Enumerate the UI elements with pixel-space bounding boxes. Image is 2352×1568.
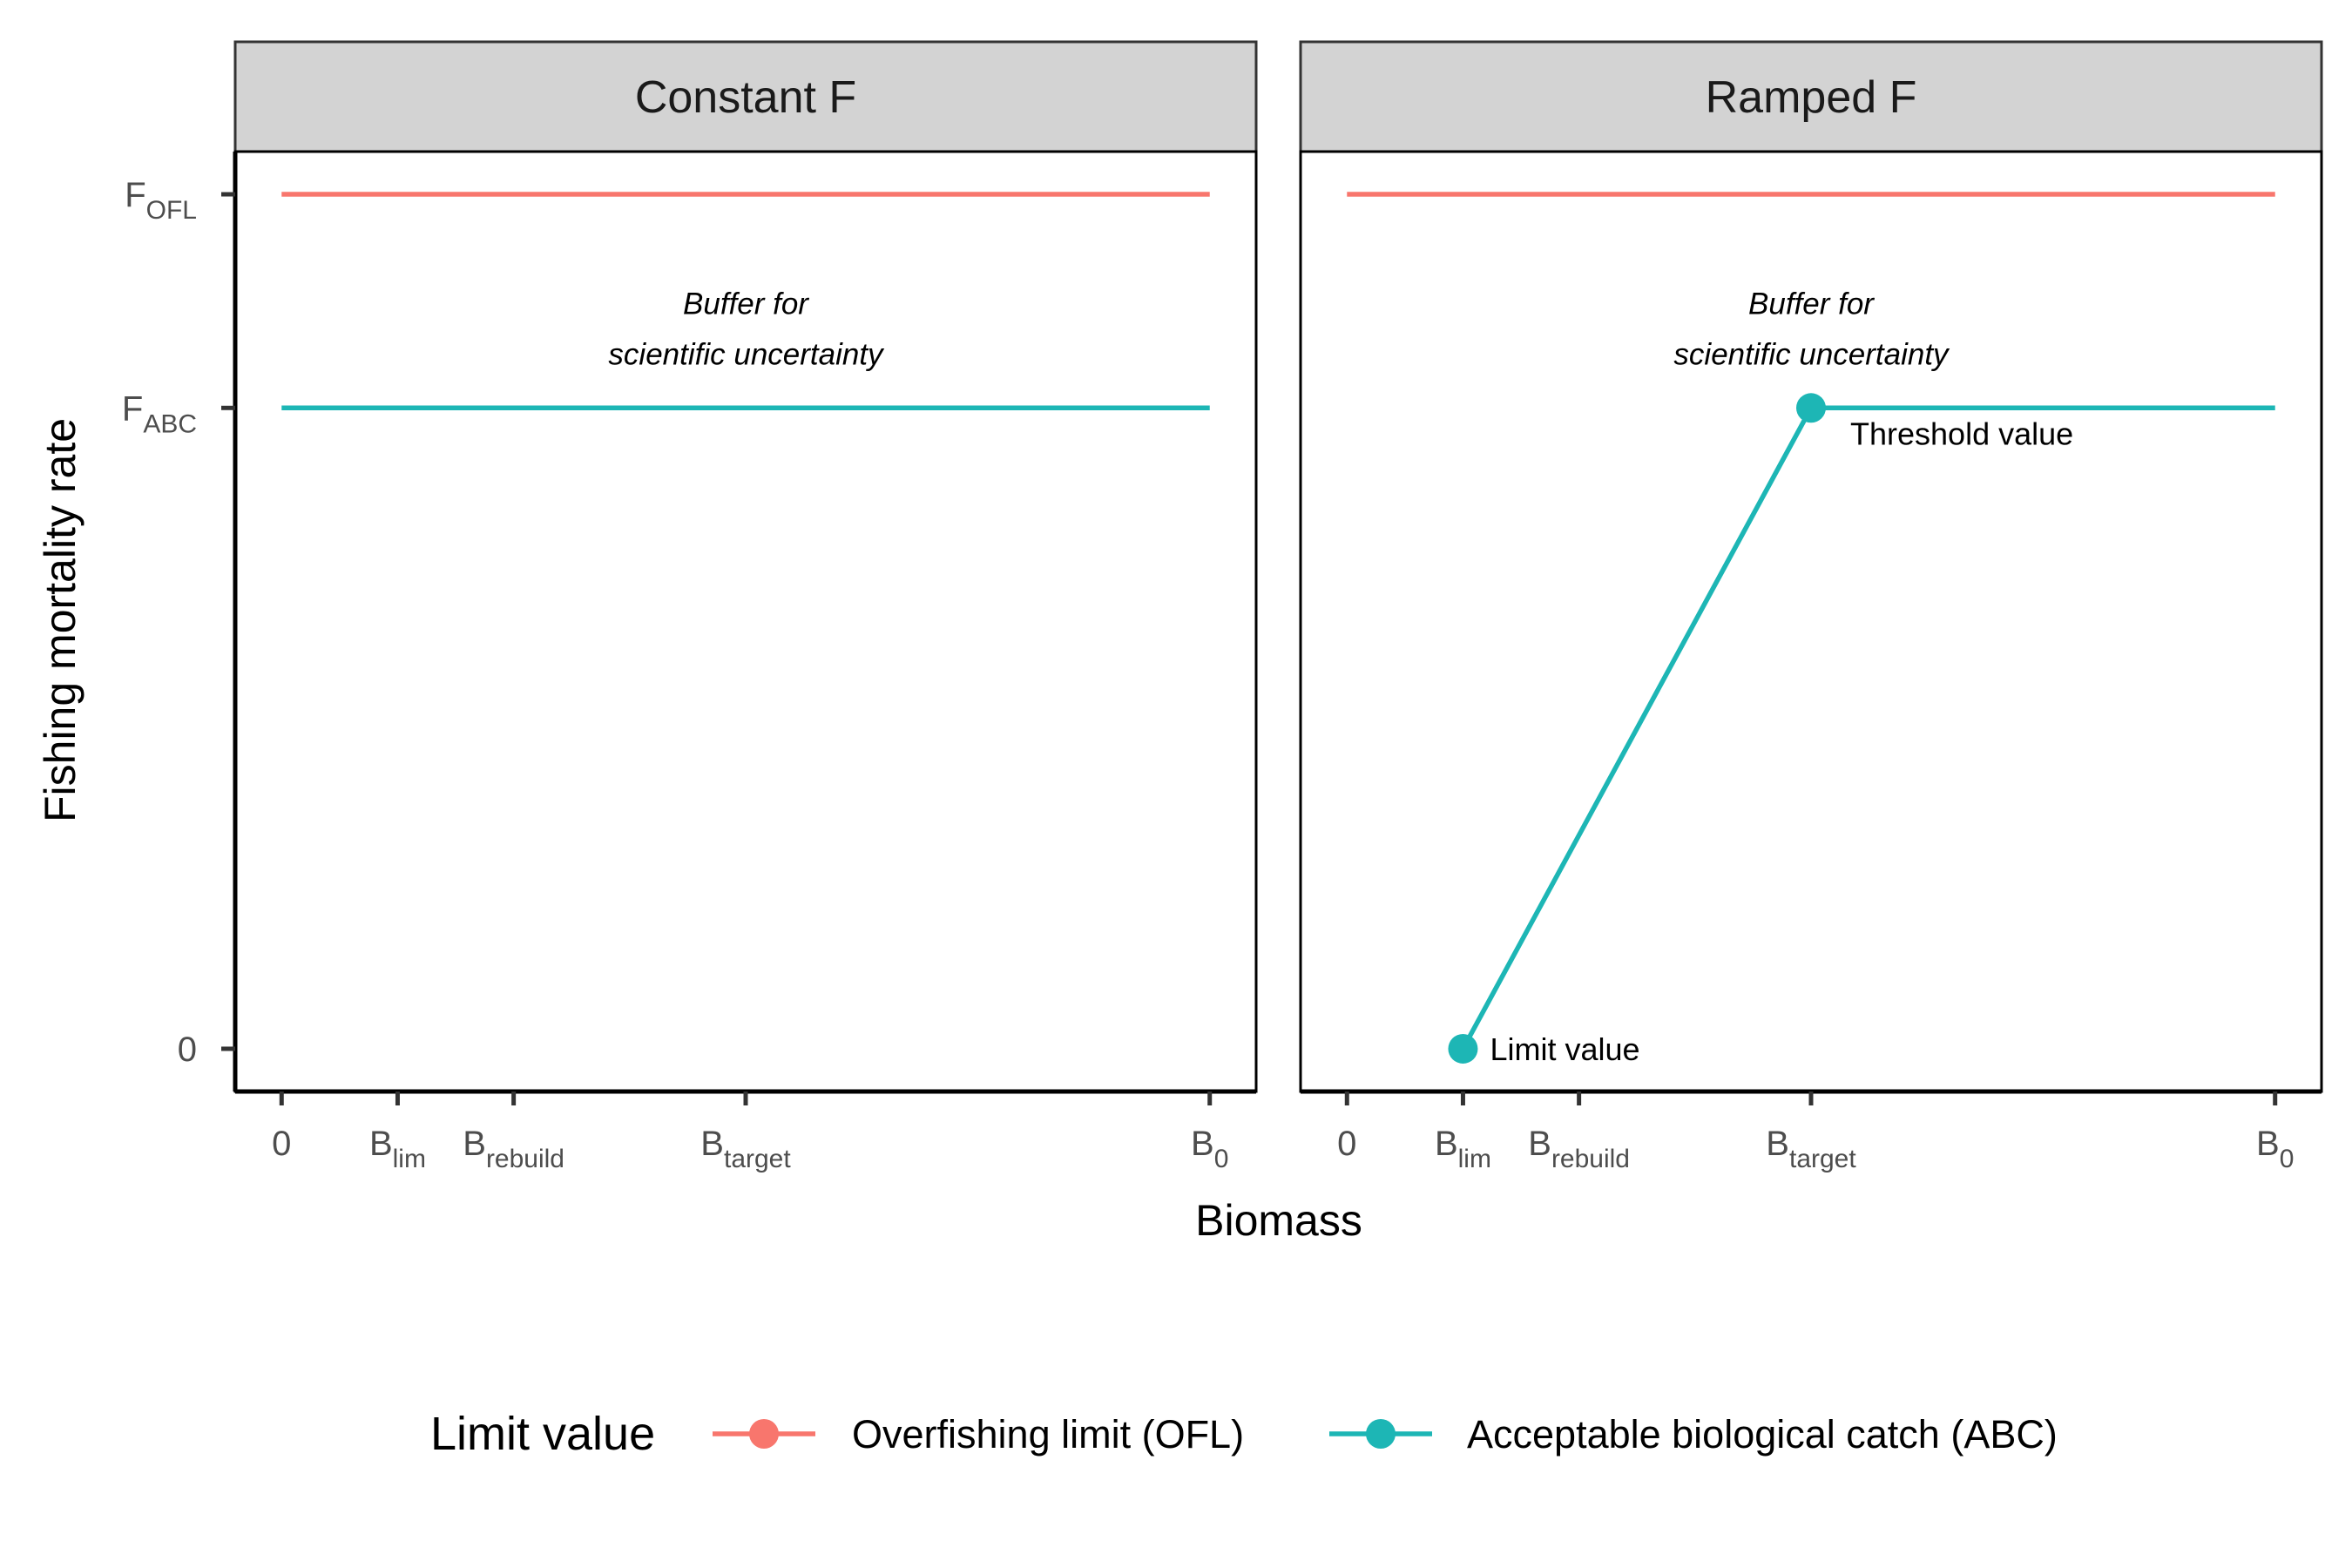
x-tick-label: Brebuild <box>1528 1125 1630 1173</box>
series-point <box>1796 393 1826 423</box>
legend-label: Overfishing limit (OFL) <box>852 1412 1244 1456</box>
y-tick-label: FABC <box>122 389 197 438</box>
point-label: Limit value <box>1490 1031 1639 1067</box>
legend-title: Limit value <box>430 1408 655 1460</box>
chart-panels: Constant F Buffer for scientific uncertain… <box>122 40 2323 1173</box>
y-tick-label-base: F <box>122 389 143 428</box>
x-tick-label: Btarget <box>700 1125 791 1173</box>
x-tick-label-base: B <box>1766 1125 1789 1163</box>
x-tick-label-sub: target <box>724 1145 791 1173</box>
x-tick-label-base: B <box>1191 1125 1214 1163</box>
x-tick-label: Brebuild <box>463 1125 564 1173</box>
y-tick-label-base: F <box>125 176 145 214</box>
x-tick-label-sub: rebuild <box>486 1145 564 1173</box>
x-tick-label: Blim <box>1435 1125 1491 1173</box>
legend-key-point <box>749 1419 779 1449</box>
point-label: Threshold value <box>1850 416 2073 451</box>
x-tick-label-base: B <box>1435 1125 1458 1163</box>
x-tick-label: 0 <box>1337 1125 1356 1163</box>
series-point <box>1448 1033 1478 1064</box>
x-tick-label: B0 <box>2256 1125 2294 1173</box>
series-line-abc <box>1461 405 2275 1051</box>
x-tick-label-base: B <box>463 1125 486 1163</box>
panel-2: Ramped F Buffer for scientific uncertainty… <box>1299 40 2323 1173</box>
annotation-line: scientific uncertainty <box>1673 337 1950 371</box>
annotation-line: Buffer for <box>683 287 809 321</box>
legend: Limit value Overfishing limit (OFL) Accept… <box>430 1408 2058 1460</box>
y-tick-label: 0 <box>178 1031 197 1069</box>
panel-title: Constant F <box>635 72 856 123</box>
y-tick-label-sub: OFL <box>146 196 197 225</box>
x-axis-title: Biomass <box>1195 1196 1362 1245</box>
x-tick-label-sub: lim <box>393 1145 426 1173</box>
y-tick-label-base: 0 <box>178 1031 197 1069</box>
x-tick-label-base: B <box>369 1125 393 1163</box>
panel-1: Constant F Buffer for scientific uncertain… <box>122 40 1258 1173</box>
x-tick-label-sub: rebuild <box>1551 1145 1630 1173</box>
x-tick-label-sub: lim <box>1458 1145 1491 1173</box>
x-tick-label-base: 0 <box>272 1125 291 1163</box>
y-tick-label: FOFL <box>125 176 197 225</box>
x-tick-label: B0 <box>1191 1125 1228 1173</box>
x-tick-label-sub: target <box>1789 1145 1856 1173</box>
y-axis-title: Fishing mortality rate <box>36 418 84 822</box>
x-tick-label-sub: 0 <box>1214 1145 1229 1173</box>
x-tick-label: Blim <box>369 1125 426 1173</box>
x-tick-label-sub: 0 <box>2280 1145 2295 1173</box>
y-tick-label-sub: ABC <box>143 409 197 438</box>
x-tick-label-base: B <box>1528 1125 1551 1163</box>
x-tick-label-base: B <box>700 1125 724 1163</box>
panel-strip <box>233 40 1258 153</box>
x-tick-label: Btarget <box>1766 1125 1856 1173</box>
panel-title: Ramped F <box>1706 72 1917 123</box>
annotation-line: scientific uncertainty <box>608 337 885 371</box>
annotation-line: Buffer for <box>1748 287 1875 321</box>
x-tick-label-base: B <box>2256 1125 2280 1163</box>
legend-label: Acceptable biological catch (ABC) <box>1467 1412 2058 1456</box>
x-tick-label: 0 <box>272 1125 291 1163</box>
x-tick-label-base: 0 <box>1337 1125 1356 1163</box>
legend-key-point <box>1366 1419 1396 1449</box>
